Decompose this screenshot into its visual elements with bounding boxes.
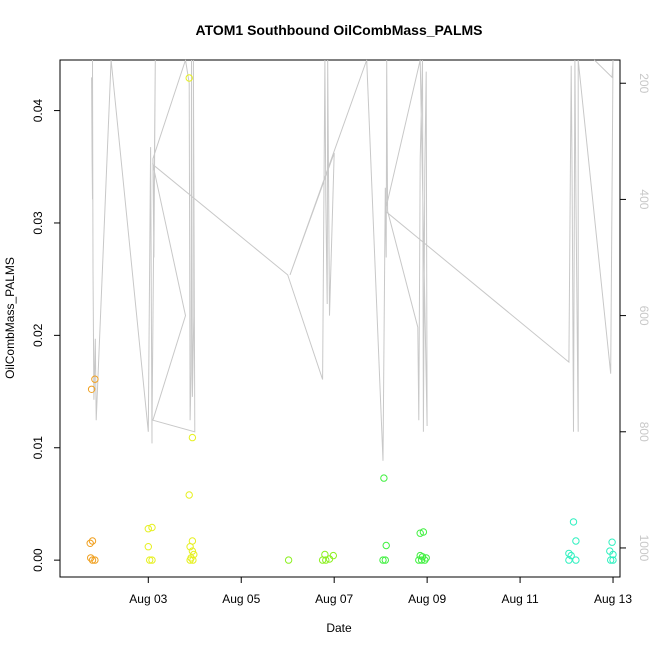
data-point	[569, 518, 578, 526]
data-point	[380, 474, 388, 482]
x-tick-label: Aug 11	[502, 592, 539, 606]
x-axis: Aug 03 Aug 05 Aug 07 Aug 09 Aug 11 Aug 13	[129, 576, 632, 606]
y2-tick-label: 800	[637, 422, 650, 442]
data-point	[608, 538, 616, 546]
data-point	[91, 375, 99, 383]
data-point	[188, 547, 197, 555]
data-point	[382, 541, 390, 550]
data-point	[318, 556, 327, 564]
data-point	[567, 551, 575, 560]
y2-tick-label: 1000	[637, 535, 650, 562]
y-tick-label: 0.00	[31, 548, 45, 572]
data-point	[185, 74, 193, 82]
data-point	[419, 528, 428, 536]
data-point	[572, 537, 580, 545]
data-point	[87, 385, 96, 393]
data-point	[381, 556, 389, 564]
data-point	[379, 556, 387, 564]
x-tick-label: Aug 13	[594, 592, 632, 606]
data-point	[417, 556, 426, 564]
data-point	[87, 554, 95, 562]
data-point	[188, 537, 197, 545]
data-point	[325, 555, 334, 563]
data-point	[284, 556, 293, 564]
x-tick-label: Aug 07	[315, 592, 353, 606]
data-point	[185, 491, 193, 499]
data-point	[329, 551, 337, 560]
y-tick-label: 0.02	[31, 323, 45, 347]
data-point	[322, 556, 330, 564]
data-point	[422, 554, 430, 562]
y2-tick-label: 200	[637, 73, 650, 93]
y-tick-label: 0.04	[31, 99, 45, 123]
data-point	[86, 539, 94, 547]
data-point	[144, 525, 153, 533]
data-point	[188, 433, 197, 442]
y2-tick-label: 600	[637, 306, 650, 326]
data-point	[91, 556, 99, 564]
data-point	[148, 556, 156, 564]
data-point	[572, 556, 580, 564]
data-point	[88, 537, 97, 545]
plot-frame	[59, 59, 621, 578]
data-point	[565, 556, 573, 564]
data-point	[421, 556, 429, 564]
data-point	[609, 556, 617, 564]
secondary-y-axis: 200 400 600 800 1000	[620, 73, 650, 562]
data-point	[144, 543, 153, 551]
data-points-layer	[86, 74, 617, 564]
y-tick-label: 0.01	[31, 436, 45, 460]
x-tick-label: Aug 03	[129, 592, 167, 606]
y2-tick-label: 400	[637, 189, 650, 209]
chart-title: ATOM1 Southbound OilCombMass_PALMS	[196, 22, 483, 38]
data-point	[148, 523, 156, 532]
data-point	[88, 556, 97, 564]
x-tick-label: Aug 09	[408, 592, 446, 606]
data-point	[189, 556, 197, 564]
x-axis-label: Date	[326, 621, 352, 635]
data-point	[146, 556, 154, 564]
secondary-series-line	[91, 59, 614, 461]
secondary-line-layer	[91, 59, 614, 461]
x-tick-label: Aug 05	[222, 592, 260, 606]
data-point	[607, 556, 615, 564]
y-tick-label: 0.03	[31, 211, 45, 235]
data-point	[416, 529, 424, 537]
data-point	[186, 556, 194, 564]
y-axis: 0.00 0.01 0.02 0.03 0.04	[31, 99, 61, 572]
y-axis-label: OilCombMass_PALMS	[3, 257, 17, 379]
